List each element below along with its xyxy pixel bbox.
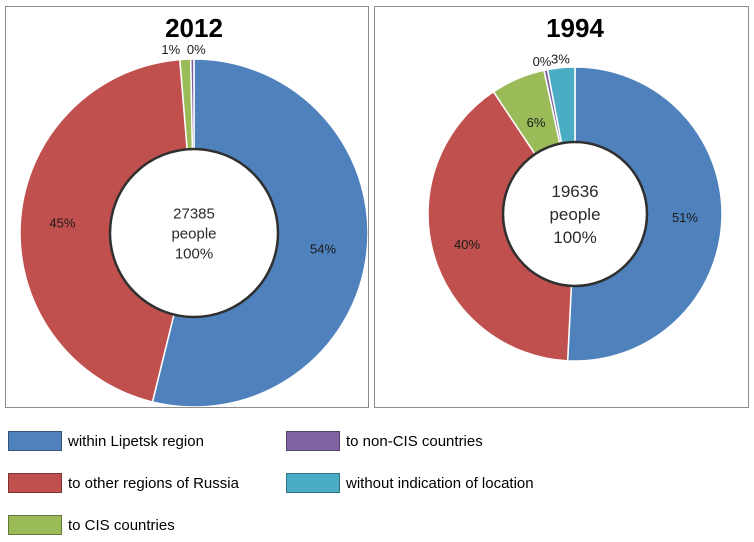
center-text-line: people bbox=[171, 225, 216, 242]
legend-label-within: within Lipetsk region bbox=[68, 432, 204, 450]
chart-1994-panel: 1994 19636 people 100% 51% 40% 6% 0% 3% bbox=[374, 6, 749, 408]
chart-1994-svg: 1994 19636 people 100% 51% 40% 6% 0% 3% bbox=[427, 13, 723, 362]
legend-item-russia: to other regions of Russia bbox=[8, 472, 239, 494]
legend-swatch-russia bbox=[8, 473, 62, 493]
legend-item-noncis: to non-CIS countries bbox=[286, 430, 483, 452]
legend-item-noloc: without indication of location bbox=[286, 472, 534, 494]
legend-item-cis: to CIS countries bbox=[8, 514, 175, 536]
center-text-line: people bbox=[549, 205, 600, 224]
chart-2012-svg: 2012 27385 people 100% 54% 45% 1% 0% bbox=[19, 13, 368, 407]
slice-label-within: 51% bbox=[672, 210, 698, 225]
slice-label-cis: 1% bbox=[161, 42, 180, 57]
center-text-line: 19636 bbox=[551, 182, 598, 201]
legend-label-noloc: without indication of location bbox=[346, 474, 534, 492]
slice-label-russia: 40% bbox=[454, 237, 480, 252]
chart-2012-panel: 2012 27385 people 100% 54% 45% 1% 0% bbox=[5, 6, 369, 408]
legend-label-russia: to other regions of Russia bbox=[68, 474, 239, 492]
legend-item-within: within Lipetsk region bbox=[8, 430, 204, 452]
legend-swatch-cis bbox=[8, 515, 62, 535]
donut-hole bbox=[501, 140, 649, 288]
legend-label-noncis: to non-CIS countries bbox=[346, 432, 483, 450]
slice-label-russia: 45% bbox=[49, 215, 75, 230]
slice-label-noncis: 0% bbox=[533, 54, 552, 69]
legend-label-cis: to CIS countries bbox=[68, 516, 175, 534]
chart-title: 2012 bbox=[165, 13, 223, 43]
donut-hole bbox=[108, 147, 280, 319]
slice-label-noloc: 3% bbox=[551, 52, 570, 67]
center-text-line: 100% bbox=[175, 245, 213, 262]
legend-swatch-within bbox=[8, 431, 62, 451]
slice-label-noncis: 0% bbox=[187, 42, 206, 57]
chart-title: 1994 bbox=[546, 13, 604, 43]
legend-swatch-noloc bbox=[286, 473, 340, 493]
center-text-line: 27385 bbox=[173, 205, 215, 222]
center-text-line: 100% bbox=[553, 228, 596, 247]
slice-label-cis: 6% bbox=[527, 115, 546, 130]
legend-swatch-noncis bbox=[286, 431, 340, 451]
slice-label-within: 54% bbox=[310, 242, 336, 257]
